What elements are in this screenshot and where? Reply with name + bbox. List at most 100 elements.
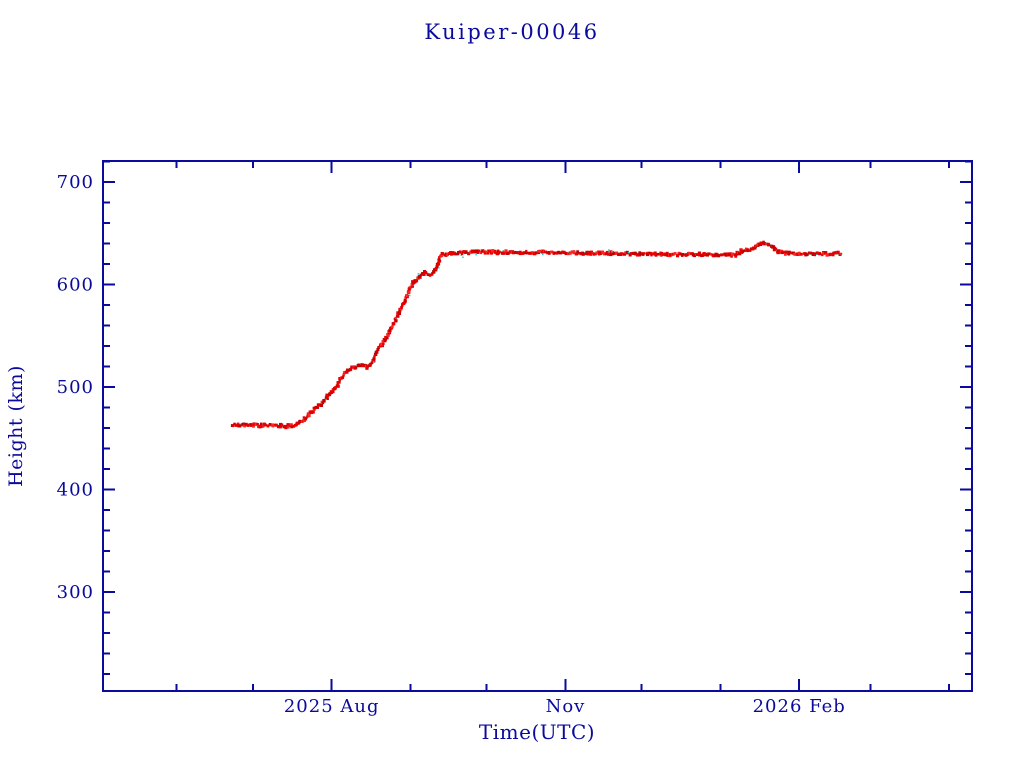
- data-point-symbol: [478, 249, 481, 252]
- data-point-symbol: [693, 254, 696, 258]
- data-point-symbol: [260, 424, 264, 428]
- data-point-symbol: [422, 272, 426, 276]
- data-point-symbol: [418, 275, 422, 279]
- data-point-symbol: [720, 253, 724, 257]
- data-point-symbol: [380, 342, 383, 346]
- data-point-symbol: [252, 424, 255, 428]
- data-point-symbol: [385, 336, 389, 340]
- data-point-symbol: [570, 250, 574, 254]
- data-point-symbol: [828, 252, 832, 256]
- data-point-symbol: [525, 251, 529, 255]
- data-point-underflash: [608, 249, 610, 251]
- data-point-symbol: [406, 290, 410, 294]
- data-point-symbol: [314, 405, 318, 409]
- x-tick-label: Nov: [546, 696, 586, 717]
- data-point-symbol: [338, 377, 342, 380]
- data-point-symbol: [481, 249, 485, 253]
- data-point-symbol: [708, 252, 711, 256]
- data-point-symbol: [575, 252, 579, 256]
- data-point-symbol: [717, 254, 720, 258]
- data-point-symbol: [472, 249, 476, 253]
- data-point-symbol: [475, 249, 479, 253]
- data-point-symbol: [729, 252, 732, 255]
- data-point-symbol: [666, 253, 670, 257]
- data-point-underflash: [372, 361, 375, 363]
- data-point-symbol: [343, 370, 347, 374]
- data-point-symbol: [773, 246, 776, 250]
- data-point-symbol: [607, 253, 610, 256]
- data-point-symbol: [376, 348, 380, 352]
- data-point-symbol: [522, 251, 526, 254]
- data-point-symbol: [284, 426, 288, 430]
- y-tick-label: 300: [57, 582, 94, 603]
- data-point-symbol: [586, 250, 591, 254]
- data-point-symbol: [262, 425, 265, 428]
- data-point-symbol: [788, 250, 791, 254]
- data-point-symbol: [636, 253, 640, 257]
- data-point-symbol: [657, 253, 660, 256]
- data-point-symbol: [681, 253, 685, 256]
- data-point-symbol: [753, 246, 757, 250]
- data-point-symbol: [436, 261, 440, 265]
- data-point-symbol: [429, 274, 432, 277]
- data-point-symbol: [839, 252, 842, 256]
- data-point-symbol: [763, 242, 767, 246]
- data-point-symbol: [660, 251, 664, 256]
- data-point-symbol: [234, 423, 238, 427]
- y-tick-label: 500: [57, 377, 94, 398]
- data-point-symbol: [391, 322, 395, 326]
- data-point-symbol: [518, 250, 522, 254]
- data-point-symbol: [465, 250, 468, 253]
- plot-frame: [102, 160, 973, 692]
- data-point-symbol: [329, 390, 333, 393]
- data-point-symbol: [502, 251, 506, 255]
- data-point-symbol: [382, 338, 386, 341]
- data-point-symbol: [562, 250, 566, 254]
- data-point-symbol: [647, 251, 650, 254]
- data-point-symbol: [424, 271, 428, 274]
- data-point-symbol: [494, 249, 497, 253]
- data-point-symbol: [740, 250, 743, 254]
- data-point-symbol: [336, 381, 340, 384]
- data-point-symbol: [772, 248, 776, 252]
- data-point-symbol: [454, 252, 458, 256]
- data-point-symbol: [804, 253, 808, 257]
- data-point-symbol: [664, 253, 667, 257]
- data-point-symbol: [669, 253, 672, 256]
- data-point-symbol: [398, 309, 402, 313]
- data-point-symbol: [391, 325, 394, 329]
- data-point-symbol: [438, 259, 442, 263]
- data-point-symbol: [579, 252, 582, 255]
- data-point-symbol: [246, 423, 250, 427]
- data-point-symbol: [254, 422, 258, 426]
- axes-frame: [102, 160, 973, 692]
- data-point-symbol: [815, 251, 819, 255]
- data-point-symbol: [538, 249, 542, 253]
- data-point-symbol: [589, 250, 593, 254]
- data-point-symbol: [806, 253, 809, 256]
- data-point-symbol: [384, 335, 387, 339]
- data-point-symbol: [653, 251, 657, 255]
- data-point-symbol: [762, 240, 765, 244]
- data-point-symbol: [330, 391, 333, 394]
- data-point-symbol: [359, 364, 362, 368]
- data-point-symbol: [518, 252, 522, 256]
- data-point-symbol: [677, 251, 681, 255]
- data-point-symbol: [676, 254, 680, 258]
- data-point-symbol: [735, 250, 739, 254]
- data-point-symbol: [661, 253, 665, 256]
- axis-ticks: [103, 160, 972, 691]
- data-point-symbol: [821, 253, 824, 257]
- data-point-symbol: [643, 252, 646, 255]
- data-point-symbol: [373, 355, 376, 358]
- x-axis-label: Time(UTC): [479, 720, 595, 744]
- data-point-symbol: [468, 252, 471, 255]
- data-point-symbol: [824, 251, 828, 254]
- data-point-symbol: [812, 252, 816, 256]
- data-point-symbol: [799, 252, 803, 256]
- data-point-symbol: [765, 243, 768, 246]
- data-point-symbol: [775, 247, 778, 250]
- data-point-symbol: [760, 242, 763, 246]
- data-point-symbol: [738, 252, 742, 256]
- data-point-symbol: [544, 250, 548, 254]
